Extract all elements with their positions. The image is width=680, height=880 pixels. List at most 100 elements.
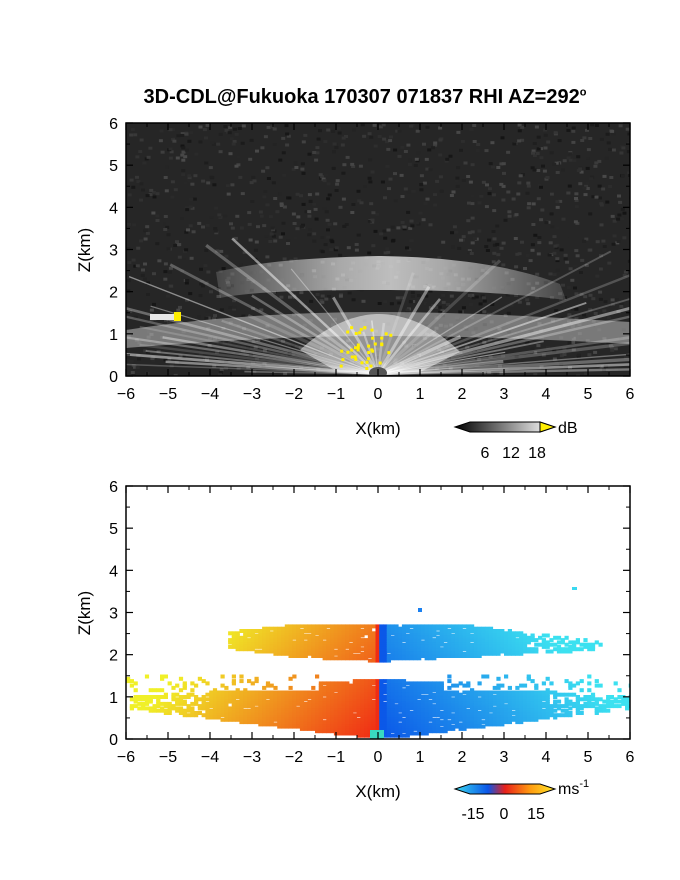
velocity-pixel — [364, 626, 369, 631]
velocity-pixel — [220, 690, 225, 695]
noise-pixel — [139, 182, 144, 186]
velocity-pixel — [405, 629, 410, 633]
velocity-pixel — [424, 642, 429, 647]
velocity-pixel — [231, 640, 236, 645]
noise-pixel — [503, 218, 508, 222]
velocity-pixel — [322, 644, 327, 649]
velocity-pixel — [575, 681, 580, 686]
velocity-pixel — [364, 733, 369, 738]
velocity-pixel — [383, 695, 388, 699]
noise-pixel — [481, 296, 486, 300]
velocity-pixel — [405, 656, 410, 661]
velocity-pixel — [447, 722, 452, 727]
velocity-pixel — [349, 704, 354, 709]
velocity-pixel — [401, 626, 407, 631]
noise-pixel — [332, 142, 337, 146]
noise-pixel — [224, 128, 229, 132]
velocity-pixel — [375, 704, 380, 709]
noise-pixel — [166, 321, 171, 325]
velocity-pixel — [466, 626, 471, 631]
velocity-pixel — [504, 651, 509, 656]
velocity-pixel — [439, 626, 444, 631]
velocity-pixel — [341, 724, 346, 729]
velocity-pixel — [458, 692, 463, 697]
velocity-pixel — [496, 629, 501, 633]
velocity-pixel — [473, 715, 478, 720]
velocity-pixel — [318, 704, 323, 709]
velocity-pixel — [235, 635, 240, 640]
high-intensity-point — [340, 349, 344, 353]
noise-pixel — [428, 223, 433, 227]
intensity-ytick-label: 0 — [109, 369, 118, 386]
noise-pixel — [607, 261, 612, 265]
velocity-pixel — [197, 711, 202, 715]
noise-pixel — [368, 158, 373, 162]
velocity-pixel — [621, 699, 626, 704]
velocity-pixel — [284, 713, 289, 718]
velocity-pixel — [152, 706, 157, 711]
velocity-pixel — [454, 638, 460, 643]
velocity-pixel — [284, 642, 289, 647]
velocity-pixel — [500, 717, 505, 722]
velocity-pixel — [443, 624, 448, 629]
velocity-pixel — [417, 726, 422, 731]
velocity-pixel — [409, 649, 414, 654]
velocity-pixel — [432, 631, 437, 636]
velocity-pixel — [545, 708, 550, 713]
velocity-pixel — [303, 642, 308, 647]
velocity-pixel — [277, 629, 282, 633]
velocity-pixel — [526, 638, 531, 643]
velocity-pixel — [413, 633, 418, 638]
velocity-pixel — [239, 640, 244, 645]
velocity-pixel — [141, 706, 146, 711]
noise-pixel — [537, 184, 542, 188]
velocity-pixel — [364, 683, 369, 688]
velocity-pixel — [439, 638, 444, 643]
velocity-pixel — [296, 631, 301, 636]
velocity-pixel — [398, 688, 403, 693]
velocity-pixel — [375, 624, 380, 629]
velocity-pixel — [333, 701, 339, 706]
velocity-pixel — [556, 704, 562, 709]
noise-pixel — [448, 366, 453, 370]
noise-pixel — [572, 159, 577, 163]
noise-pixel — [181, 355, 186, 359]
noise-pixel — [419, 174, 424, 178]
velocity-pixel — [481, 629, 486, 633]
velocity-pixel — [575, 704, 580, 709]
velocity-pixel — [371, 722, 376, 727]
velocity-pixel — [436, 681, 441, 686]
velocity-pixel — [352, 713, 357, 718]
noise-pixel — [379, 232, 384, 236]
velocity-pixel — [212, 690, 218, 695]
velocity-pixel — [303, 633, 308, 638]
noise-pixel — [252, 179, 257, 183]
noise-pixel — [562, 159, 567, 163]
noise-pixel — [163, 215, 168, 218]
velocity-pixel — [420, 713, 425, 718]
noise-pixel — [371, 211, 376, 215]
noise-pixel — [126, 279, 131, 283]
velocity-pixel — [492, 642, 497, 647]
velocity-pixel — [488, 644, 494, 649]
velocity-pixel — [515, 631, 520, 636]
velocity-pixel — [390, 706, 395, 711]
velocity-pixel — [284, 706, 289, 711]
noise-pixel — [594, 195, 599, 199]
velocity-pixel — [250, 711, 255, 715]
velocity-pixel — [375, 724, 380, 729]
noise-pixel — [127, 261, 132, 265]
velocity-pixel — [315, 649, 320, 654]
noise-pixel — [399, 296, 404, 300]
noise-pixel — [143, 237, 148, 241]
velocity-pixel — [137, 706, 142, 711]
noise-pixel — [570, 307, 575, 311]
velocity-pixel — [473, 649, 478, 654]
velocity-pixel — [394, 695, 399, 699]
velocity-pixel — [572, 644, 577, 649]
velocity-pixel — [496, 644, 501, 649]
velocity-pixel — [311, 644, 316, 649]
velocity-pixel — [228, 713, 233, 718]
velocity-pixel — [470, 647, 475, 652]
velocity-pixel — [405, 724, 410, 729]
